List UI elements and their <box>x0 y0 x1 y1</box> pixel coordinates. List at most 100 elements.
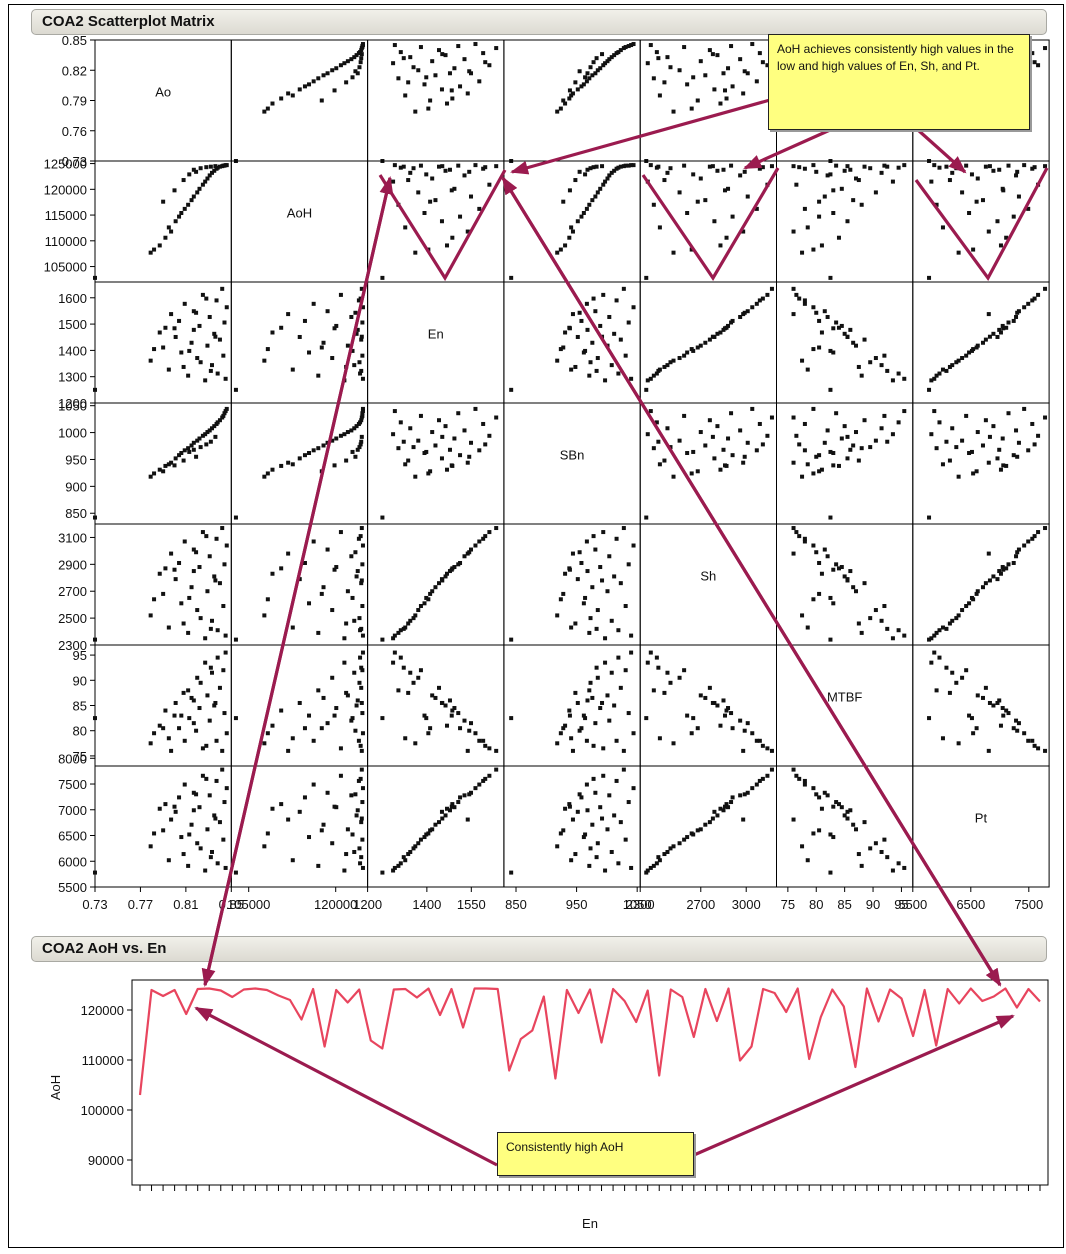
scatter-point <box>607 793 612 798</box>
scatter-point <box>354 53 359 58</box>
scatter-point <box>359 337 364 342</box>
scatter-point <box>656 439 661 444</box>
scatter-point <box>467 454 472 459</box>
scatter-point <box>483 743 488 748</box>
scatter-point <box>828 515 833 520</box>
scatter-point <box>937 420 942 425</box>
scatter-point <box>769 286 774 291</box>
scatter-point <box>584 539 589 544</box>
scatter-point <box>467 169 472 174</box>
scatter-point <box>406 458 411 463</box>
scatter-point <box>750 786 755 791</box>
scatter-point <box>439 809 444 814</box>
scatter-point <box>437 418 442 423</box>
scatter-point <box>842 424 847 429</box>
scatter-point <box>671 109 676 114</box>
scatter-point <box>166 462 171 467</box>
scatter-point <box>208 665 213 670</box>
scatter-point <box>332 326 337 331</box>
scatter-point <box>654 420 659 425</box>
scatter-point <box>712 87 717 92</box>
scatter-point <box>265 831 270 836</box>
scatter-point <box>445 467 450 472</box>
scatter-point <box>359 368 364 373</box>
scatter-point <box>360 711 365 716</box>
scatter-point <box>668 65 673 70</box>
cell-border <box>639 523 778 646</box>
line-section-header[interactable]: COA2 AoH vs. En <box>31 936 1047 962</box>
scatter-point <box>380 515 385 520</box>
scatter-point <box>189 822 194 827</box>
scatter-point <box>828 637 833 642</box>
scatter-point <box>380 870 385 875</box>
scatter-point <box>359 334 364 339</box>
scatter-point <box>927 515 932 520</box>
scatter-point <box>967 211 972 216</box>
scatter-point <box>741 460 746 465</box>
scatter-point <box>754 79 759 84</box>
scatter-point <box>352 849 357 854</box>
scatter-point <box>563 571 568 576</box>
scatter-point <box>172 804 177 809</box>
scatter-point <box>334 565 339 570</box>
scatter-point <box>334 323 339 328</box>
scatter-point <box>741 229 746 234</box>
scatter-point <box>356 778 361 783</box>
scatter-point <box>997 447 1002 452</box>
scatter-point <box>1014 314 1019 319</box>
scatter-point <box>456 562 461 567</box>
cell-mtbf-vs-ao <box>93 644 232 767</box>
scatter-point <box>205 827 210 832</box>
scatter-point <box>433 198 438 203</box>
scatter-point <box>738 57 743 62</box>
scatter-point <box>186 863 191 868</box>
y-tick-label-pt: 8000 <box>58 751 87 766</box>
scatter-point <box>691 75 696 80</box>
cell-en-vs-pt <box>912 281 1050 404</box>
y-tick-label-en: 1400 <box>58 343 87 358</box>
scatter-point <box>879 618 884 623</box>
scatter-point <box>794 433 799 438</box>
scatter-point <box>927 637 932 642</box>
scatter-point <box>359 816 364 821</box>
scatter-point <box>342 868 347 873</box>
scatter-point <box>418 668 423 673</box>
variable-label-pt: Pt <box>975 811 988 826</box>
scatter-point <box>469 721 474 726</box>
scatter-point <box>555 250 560 255</box>
y-tick-label-sbn: 850 <box>65 506 87 521</box>
scatter-point <box>487 746 492 751</box>
scatter-point <box>177 318 182 323</box>
scatter-point <box>802 206 807 211</box>
scatter-point <box>220 526 225 531</box>
scatter-point <box>584 782 589 787</box>
scatter-point <box>828 870 833 875</box>
scatter-point <box>358 776 363 781</box>
scatter-point <box>644 275 649 280</box>
scatter-point <box>831 350 836 355</box>
scatter-point <box>969 172 974 177</box>
scatter-point <box>742 169 747 174</box>
scatter-point <box>217 685 222 690</box>
cell-border <box>503 402 641 525</box>
scatter-point <box>585 569 590 574</box>
scatter-point <box>204 743 209 748</box>
scatter-point <box>198 616 203 621</box>
scatter-point <box>166 367 171 372</box>
scatter-point <box>567 708 572 713</box>
scatter-point <box>194 310 199 315</box>
scatter-point <box>360 800 365 805</box>
scatter-point <box>598 805 603 810</box>
scatter-point <box>477 206 482 211</box>
arrow-high-en-down <box>501 177 1002 987</box>
scatter-point <box>618 581 623 586</box>
scatter-point <box>195 608 200 613</box>
scatter-point <box>163 708 168 713</box>
scatter-point <box>691 716 696 721</box>
y-tick-label-pt: 7500 <box>58 777 87 792</box>
scatter-point <box>194 728 199 733</box>
matrix-section-header[interactable]: COA2 Scatterplot Matrix <box>31 9 1047 35</box>
scatter-point <box>424 172 429 177</box>
scatter-point <box>411 65 416 70</box>
x-tick-label-sh: 3000 <box>732 897 761 912</box>
